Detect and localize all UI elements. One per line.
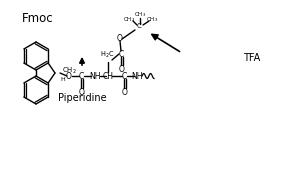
Text: NH: NH bbox=[131, 71, 143, 80]
Text: O: O bbox=[122, 87, 128, 96]
Text: O: O bbox=[79, 87, 85, 96]
Text: C: C bbox=[122, 71, 127, 80]
Text: Piperidine: Piperidine bbox=[58, 93, 106, 103]
Text: H: H bbox=[60, 76, 65, 82]
Text: CH$_2$: CH$_2$ bbox=[62, 66, 77, 76]
Text: C: C bbox=[118, 50, 124, 59]
Text: NH: NH bbox=[89, 71, 101, 80]
Text: TFA: TFA bbox=[243, 53, 260, 63]
Text: H$_2$C: H$_2$C bbox=[100, 50, 114, 60]
Text: CH$_3$: CH$_3$ bbox=[146, 15, 158, 24]
Text: Fmoc: Fmoc bbox=[22, 12, 54, 24]
Text: CH$_3$: CH$_3$ bbox=[134, 11, 146, 19]
Text: C: C bbox=[78, 71, 84, 80]
Text: O: O bbox=[66, 71, 72, 80]
Text: O: O bbox=[119, 64, 125, 73]
Text: C: C bbox=[137, 23, 141, 29]
Text: CH: CH bbox=[102, 71, 113, 80]
Text: O: O bbox=[117, 33, 123, 42]
Text: CH$_3$: CH$_3$ bbox=[123, 15, 135, 24]
